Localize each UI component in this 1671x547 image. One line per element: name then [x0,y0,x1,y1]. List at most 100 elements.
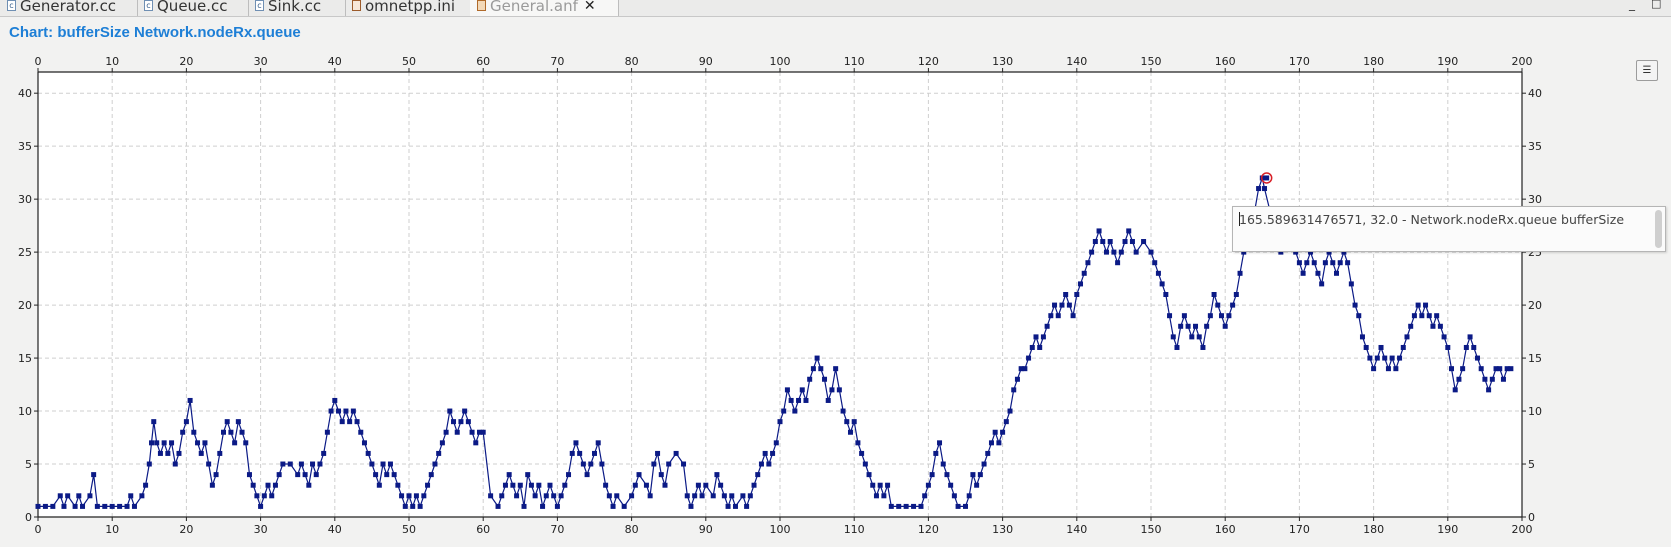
data-point [1185,323,1191,329]
data-point [131,503,137,509]
data-point [777,419,783,425]
tab-queue-cc[interactable]: c Queue.cc [137,0,249,16]
tab-generator-cc[interactable]: c Generator.cc [0,0,138,16]
data-point [495,503,501,509]
x-tick-label: 70 [550,523,564,536]
data-point [387,461,393,467]
data-point [473,440,479,446]
data-point [1122,239,1128,245]
data-point [476,429,482,435]
data-point [469,429,475,435]
x-tick-label: 120 [918,523,939,536]
data-point [1167,313,1173,319]
data-point-tooltip[interactable]: 165.589631476571, 32.0 - Network.nodeRx.… [1232,206,1666,252]
data-point [376,482,382,488]
data-point [855,440,861,446]
data-point [1363,344,1369,350]
data-point [343,408,349,414]
x-tick-label: 130 [992,55,1013,68]
data-point [528,482,534,488]
close-tab-icon[interactable]: ✕ [583,0,596,14]
data-point [851,419,857,425]
maximize-button[interactable]: □ [1651,0,1662,10]
x-tick-label: 90 [699,55,713,68]
tab-general-anf[interactable]: General.anf ✕ [470,0,619,16]
chart-properties-button[interactable]: ☰ [1636,60,1658,81]
data-point [1308,249,1314,255]
y-tick-label: 35 [1528,140,1542,153]
data-point [929,472,935,478]
data-point [206,461,212,467]
data-point [1085,260,1091,266]
data-point [1408,323,1414,329]
data-point [198,450,204,456]
data-point [818,366,824,372]
data-point [758,461,764,467]
text-caret [1239,212,1240,226]
data-point [57,493,63,499]
data-point [443,429,449,435]
data-point [1218,313,1224,319]
x-tick-label: 30 [254,55,268,68]
data-point [1074,292,1080,297]
x-tick-label: 80 [625,523,639,536]
x-tick-label: 190 [1437,55,1458,68]
data-point [209,482,215,488]
data-point [128,493,134,499]
x-tick-label: 90 [699,523,713,536]
data-point [187,397,193,403]
x-tick-label: 180 [1363,55,1384,68]
data-point [287,461,293,467]
data-point [796,397,802,403]
tab-sink-cc[interactable]: c Sink.cc [248,0,346,16]
data-point [573,440,579,446]
data-point [295,472,301,478]
data-point [1063,292,1069,297]
data-point [373,472,379,478]
data-point [369,461,375,467]
data-point [755,472,761,478]
data-point [655,450,661,456]
data-point [988,440,994,446]
minimize-button[interactable]: _ [1629,0,1635,11]
data-point [410,503,416,509]
data-point [1397,355,1403,361]
data-point [996,440,1002,446]
data-point [1326,249,1332,255]
data-point [807,376,813,382]
data-point [1181,313,1187,319]
data-point [143,482,149,488]
y-tick-label: 35 [18,140,32,153]
data-point [985,450,991,456]
tab-label: Generator.cc [20,0,117,15]
data-point [1322,260,1328,266]
data-point [792,408,798,414]
data-point [243,440,249,446]
data-point [406,493,412,499]
data-point [803,397,809,403]
data-point [836,387,842,393]
tooltip-scrollbar[interactable] [1655,210,1662,248]
data-point [1385,366,1391,372]
x-tick-label: 10 [105,523,119,536]
data-point [1460,366,1466,372]
data-point [514,493,520,499]
x-tick-label: 0 [35,523,42,536]
data-point [169,440,175,446]
data-point [1419,313,1425,319]
data-point [614,493,620,499]
data-point [873,493,879,499]
data-point [903,503,909,509]
data-point [918,503,924,509]
data-point [521,503,527,509]
data-point [970,472,976,478]
data-point [50,503,56,509]
data-point [1463,344,1469,350]
data-point [1341,249,1347,255]
data-point [536,482,542,488]
y-tick-label: 10 [1528,405,1542,418]
data-point [699,493,705,499]
data-point [847,429,853,435]
data-point [810,366,816,372]
data-point [729,493,735,499]
